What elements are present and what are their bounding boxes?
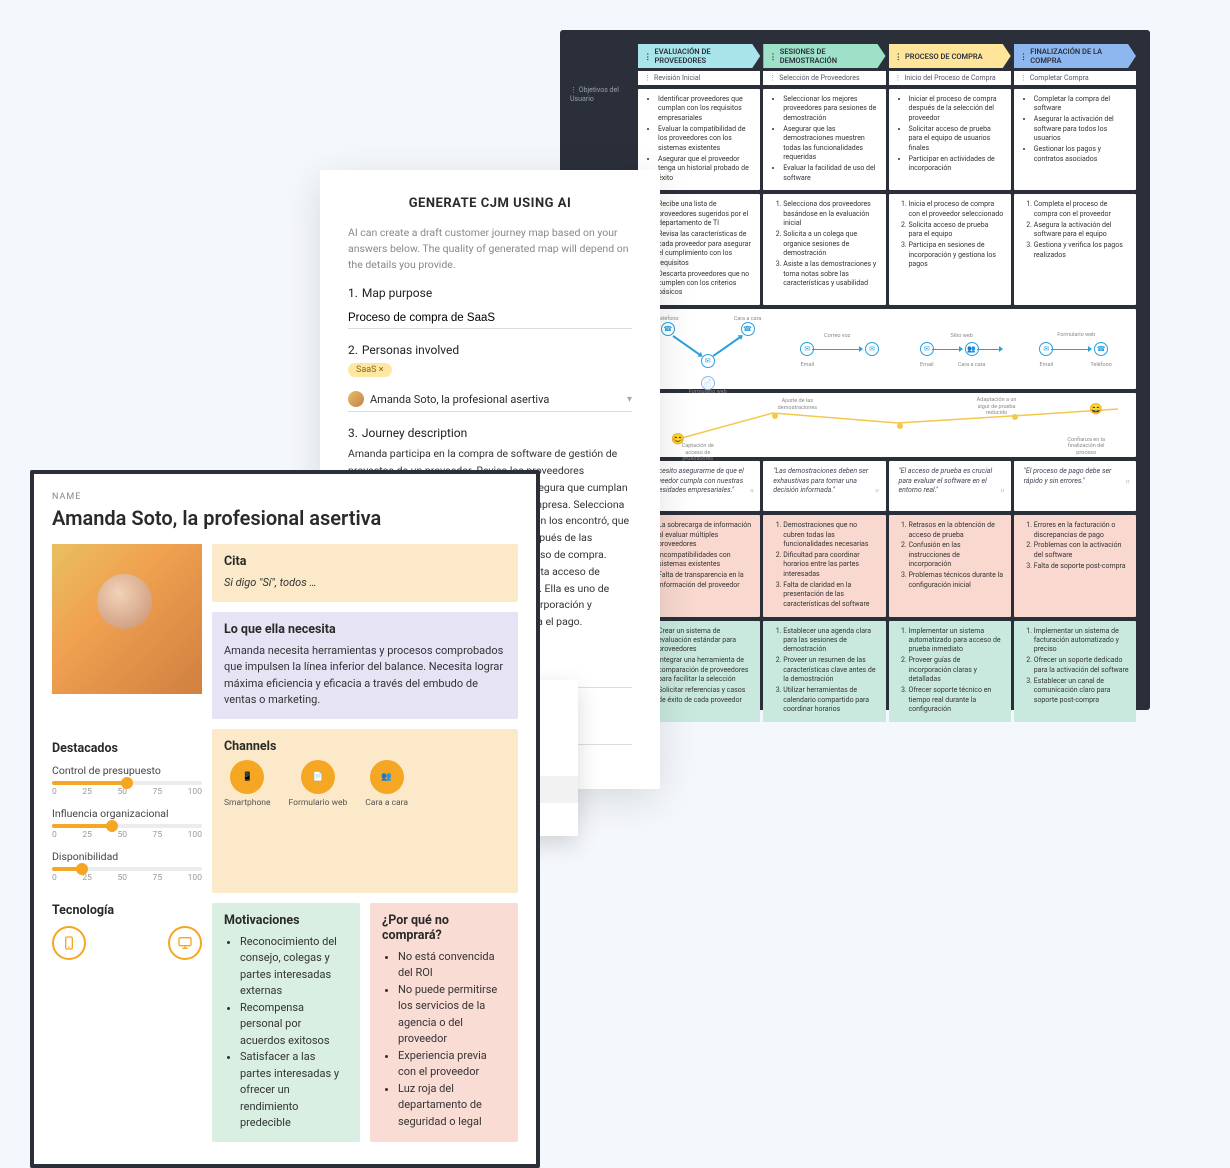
slider[interactable]: Influencia organizacional 0255075100 [52,807,202,840]
name-label: NAME [52,492,518,502]
board-card[interactable]: Retrasos en la obtención de acceso de pr… [889,515,1011,616]
channels-tile: Channels 📱Smartphone📄Formulario web👥Cara… [212,729,518,893]
modal-title: GENERATE CJM USING AI [348,196,632,211]
row-ideas: Crear un sistema de evaluación estándar … [638,621,1136,722]
nobuy-tile: ¿Por qué no comprará? No está convencida… [370,903,518,1142]
tecnologia-block: Tecnología [52,903,202,1142]
desktop-icon [168,926,202,960]
board-card[interactable]: "El proceso de pago debe ser rápido y si… [1014,461,1136,511]
modal-subtitle: AI can create a draft customer journey m… [348,225,632,272]
stage-header[interactable]: ⋮SESIONES DE DEMOSTRACIÓN [763,44,885,68]
board-card[interactable]: "El acceso de prueba es crucial para eva… [889,461,1011,511]
channel-item: 👥Cara a cara [365,760,408,808]
substage-header[interactable]: ⋮Inicio del Proceso de Compra [889,71,1011,85]
board-card[interactable]: Selecciona dos proveedores basándose en … [763,194,885,305]
persona-card: NAME Amanda Soto, la profesional asertiv… [30,470,540,1168]
avatar [348,391,364,407]
slider[interactable]: Disponibilidad 0255075100 [52,850,202,883]
persona-select[interactable]: Amanda Soto, la profesional asertiva ▾ [348,387,632,412]
stage-header[interactable]: ⋮EVALUACIÓN DE PROVEEDORES [638,44,760,68]
board-card[interactable]: Completar la compra del softwareAsegurar… [1014,89,1136,190]
substage-header[interactable]: ⋮Completar Compra [1014,71,1136,85]
channel-item: 📱Smartphone [224,760,271,808]
slider[interactable]: Control de presupuesto 0255075100 [52,764,202,797]
experience-lane: 😊 😄 Captación de acceso de pruebadores A… [638,393,1136,457]
board-card[interactable]: Implementar un sistema automatizado para… [889,621,1011,722]
board-card[interactable]: Implementar un sistema de facturación au… [1014,621,1136,722]
board-card[interactable]: Iniciar el proceso de compra después de … [889,89,1011,190]
persona-tag[interactable]: SaaS × [348,363,392,377]
row-citas: "Necesito asegurarme de que el proveedor… [638,461,1136,511]
persona-photo [52,544,202,694]
board-card[interactable]: Demostraciones que no cubren todas las f… [763,515,885,616]
row-proceso: Recibe una lista de proveedores sugerido… [638,194,1136,305]
smartphone-icon [52,926,86,960]
board-card[interactable]: Seleccionar los mejores proveedores para… [763,89,885,190]
row-problemas: La sobrecarga de información al evaluar … [638,515,1136,616]
row-objetivos: Identificar proveedores que cumplan con … [638,89,1136,190]
channel-item: 📄Formulario web [289,760,348,808]
board-card[interactable]: Establecer una agenda clara para las ses… [763,621,885,722]
board-card[interactable]: "Las demostraciones deben ser exhaustiva… [763,461,885,511]
quote-tile: Cita Si digo "Sí", todos … [212,544,518,602]
chevron-down-icon: ▾ [627,394,632,405]
step-journey-desc-label: Journey description [348,426,632,440]
step-personas-label: Personas involved [348,343,632,357]
board-card[interactable]: Inicia el proceso de compra con el prove… [889,194,1011,305]
channels-lane: ☎ ✉ ☎ 📄 Teléfono Cara a cara Formulario … [638,309,1136,389]
substage-header[interactable]: ⋮Selección de Proveedores [763,71,885,85]
board-card[interactable]: Errores en la facturación o discrepancia… [1014,515,1136,616]
board-card[interactable]: Completa el proceso de compra con el pro… [1014,194,1136,305]
needs-tile: Lo que ella necesita Amanda necesita her… [212,612,518,719]
persona-name: Amanda Soto, la profesional asertiva [52,506,518,530]
map-purpose-input[interactable] [348,306,632,329]
stage-header[interactable]: ⋮PROCESO DE COMPRA [889,44,1011,68]
destacados-block: Destacados Control de presupuesto 025507… [52,741,202,893]
step-map-purpose-label: Map purpose [348,286,632,300]
substage-header[interactable]: ⋮Revisión Inicial [638,71,760,85]
motivaciones-tile: Motivaciones Reconocimiento del consejo,… [212,903,360,1142]
stage-header[interactable]: ⋮FINALIZACIÓN DE LA COMPRA [1014,44,1136,68]
